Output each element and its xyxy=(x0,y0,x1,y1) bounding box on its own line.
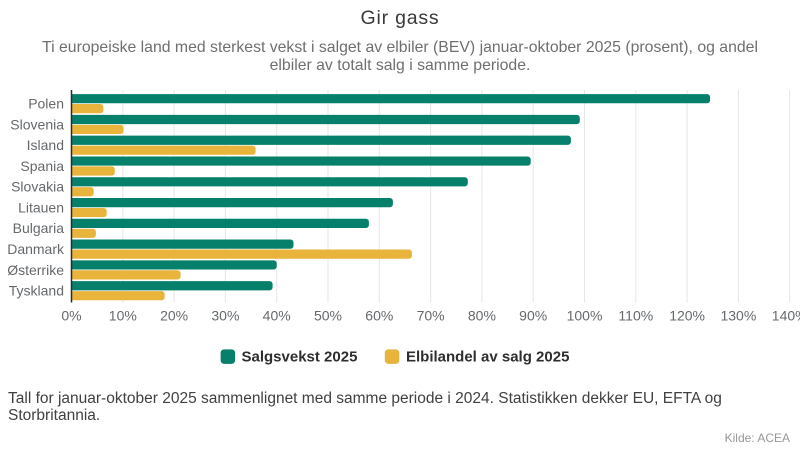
svg-text:80%: 80% xyxy=(468,308,496,324)
svg-text:Salgsvekst 2025: Salgsvekst 2025 xyxy=(242,349,358,366)
svg-text:100%: 100% xyxy=(567,308,603,324)
svg-text:20%: 20% xyxy=(160,308,188,324)
svg-text:70%: 70% xyxy=(417,308,445,324)
svg-text:Polen: Polen xyxy=(28,96,64,112)
svg-text:Slovenia: Slovenia xyxy=(10,116,64,132)
svg-text:140%: 140% xyxy=(772,308,800,324)
svg-text:Island: Island xyxy=(27,137,64,153)
svg-text:Bulgaria: Bulgaria xyxy=(13,220,65,236)
svg-text:90%: 90% xyxy=(519,308,547,324)
svg-text:Østerrike: Østerrike xyxy=(7,262,64,278)
svg-text:Litauen: Litauen xyxy=(18,199,64,215)
svg-text:110%: 110% xyxy=(618,308,653,324)
svg-text:60%: 60% xyxy=(365,308,393,324)
svg-text:40%: 40% xyxy=(263,308,291,324)
svg-text:Elbilandel av salg 2025: Elbilandel av salg 2025 xyxy=(406,349,569,366)
svg-text:Danmark: Danmark xyxy=(7,241,65,257)
svg-text:Slovakia: Slovakia xyxy=(11,179,64,195)
svg-text:50%: 50% xyxy=(314,308,342,324)
svg-text:120%: 120% xyxy=(669,308,705,324)
svg-text:Tyskland: Tyskland xyxy=(9,283,64,299)
svg-text:Spania: Spania xyxy=(20,158,64,174)
svg-text:30%: 30% xyxy=(211,308,239,324)
svg-text:10%: 10% xyxy=(109,308,137,324)
svg-text:0%: 0% xyxy=(61,308,81,324)
svg-text:130%: 130% xyxy=(720,308,756,324)
